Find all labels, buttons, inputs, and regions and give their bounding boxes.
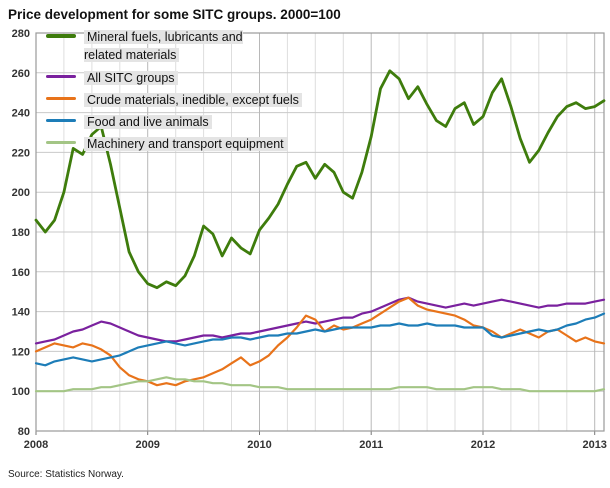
series-line-0 xyxy=(34,69,606,290)
series-line-2 xyxy=(34,296,606,387)
x-tick-label: 2008 xyxy=(24,439,48,451)
legend-label-wrap: Machinery and transport equipment xyxy=(84,135,287,153)
legend-label: Mineral fuels, lubricants and related ma… xyxy=(84,30,243,63)
x-tick-label: 2012 xyxy=(471,439,495,451)
legend-line-swatch xyxy=(46,141,76,145)
y-tick-label: 140 xyxy=(12,307,30,319)
legend-item-3: Food and live animals xyxy=(46,113,302,131)
plot-area: 80 100 120 140 160 180 200 220 240 260 280 2008 2009… xyxy=(0,25,610,463)
y-tick-label: 120 xyxy=(12,346,30,358)
series-line-4 xyxy=(34,376,606,393)
legend-label-wrap: Mineral fuels, lubricants and related ma… xyxy=(84,28,268,65)
y-tick-label: 160 xyxy=(12,267,30,279)
legend-label: Food and live animals xyxy=(84,115,212,129)
legend-label-wrap: Crude materials, inedible, except fuels xyxy=(84,91,302,109)
y-tick-label: 220 xyxy=(12,147,30,159)
legend-label: Machinery and transport equipment xyxy=(84,137,287,152)
y-tick-label: 200 xyxy=(12,187,30,199)
y-tick-label: 80 xyxy=(18,426,30,438)
x-tick-label: 2010 xyxy=(247,439,271,451)
legend-label-wrap: All SITC groups xyxy=(84,69,178,87)
legend-label-wrap: Food and live animals xyxy=(84,113,212,131)
legend-line-swatch xyxy=(46,96,76,100)
chart-legend: Mineral fuels, lubricants and related ma… xyxy=(46,28,302,158)
y-tick-label: 100 xyxy=(12,386,30,398)
series-line-1 xyxy=(34,296,606,345)
source-text: Source: Statistics Norway. xyxy=(8,469,124,480)
plot-frame xyxy=(35,32,605,432)
legend-item-1: All SITC groups xyxy=(46,69,302,87)
chart-title: Price development for some SITC groups. … xyxy=(8,7,341,22)
series-line-3 xyxy=(34,312,606,367)
legend-line-swatch xyxy=(46,34,76,38)
x-tick-label: 2013 xyxy=(582,439,606,451)
legend-item-4: Machinery and transport equipment xyxy=(46,135,302,153)
y-tick-label: 280 xyxy=(12,28,30,40)
x-tick-label: 2011 xyxy=(359,439,383,451)
y-tick-label: 180 xyxy=(12,227,30,239)
legend-line-swatch xyxy=(46,119,76,122)
legend-line-swatch xyxy=(46,74,76,78)
legend-label: All SITC groups xyxy=(84,70,178,85)
legend-label: Crude materials, inedible, except fuels xyxy=(84,92,302,107)
y-tick-label: 260 xyxy=(12,68,30,80)
x-tick-label: 2009 xyxy=(135,439,159,451)
legend-item-2: Crude materials, inedible, except fuels xyxy=(46,91,302,109)
legend-item-0: Mineral fuels, lubricants and related ma… xyxy=(46,28,302,65)
y-tick-label: 240 xyxy=(12,108,30,120)
